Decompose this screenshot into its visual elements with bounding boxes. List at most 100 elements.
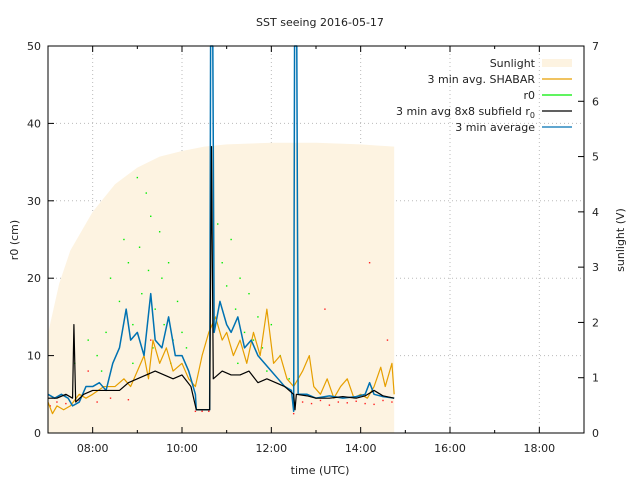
- x-tick-label: 18:00: [523, 442, 555, 455]
- raw-point: [382, 399, 384, 402]
- r0-point: [96, 354, 98, 357]
- raw-point: [364, 402, 366, 405]
- r0-point: [154, 308, 156, 310]
- raw-point: [109, 397, 112, 399]
- y2-tick-label: 3: [592, 261, 599, 274]
- subfield-r0-line: [48, 146, 395, 411]
- raw-point: [310, 402, 313, 405]
- r0-point: [181, 331, 183, 334]
- raw-point: [127, 399, 130, 401]
- raw-point: [49, 405, 51, 407]
- r0-point: [217, 223, 219, 225]
- y-tick-label: 30: [27, 195, 41, 208]
- r0-point: [87, 339, 89, 341]
- legend-label: 3 min avg 8x8 subfield r0: [396, 105, 535, 120]
- raw-point: [391, 401, 393, 403]
- y2-tick-label: 7: [592, 40, 599, 53]
- r0-point: [270, 323, 273, 326]
- r0-point: [150, 215, 152, 217]
- raw-point: [328, 404, 331, 406]
- raw-point: [337, 401, 340, 403]
- r0-point: [141, 292, 143, 295]
- chart-title: SST seeing 2016-05-17: [256, 16, 384, 29]
- raw-point: [386, 339, 389, 341]
- r0-point: [123, 238, 125, 241]
- r0-point: [252, 339, 255, 341]
- r0-point: [234, 308, 237, 310]
- raw-point: [65, 402, 67, 405]
- y2-tick-label: 5: [592, 151, 599, 164]
- r0-point: [152, 347, 154, 349]
- r0-point: [221, 262, 223, 264]
- x-tick-label: 12:00: [255, 442, 287, 455]
- axis-ticks: 08:00 10:00 12:00 14:00 16:00 18:000102030405…: [27, 40, 599, 455]
- y2-tick-label: 1: [592, 372, 599, 385]
- r0-point: [176, 300, 179, 303]
- legend-label: r0: [523, 89, 535, 102]
- x-axis-label: time (UTC): [291, 464, 350, 477]
- legend-swatch: [542, 59, 572, 67]
- r0-point: [225, 285, 228, 287]
- x-tick-label: 08:00: [77, 442, 109, 455]
- x-tick-label: 16:00: [434, 442, 466, 455]
- legend-subscript: 0: [530, 111, 535, 120]
- r0-point: [138, 246, 141, 248]
- raw-point: [301, 401, 304, 403]
- r0-point: [167, 262, 170, 264]
- y2-tick-label: 6: [592, 95, 599, 108]
- r0-point: [261, 347, 264, 349]
- r0-point: [248, 292, 250, 295]
- x-tick-label: 14:00: [345, 442, 377, 455]
- r0-point: [158, 231, 161, 233]
- raw-point: [324, 308, 326, 310]
- r0-point: [243, 331, 246, 334]
- r0-point: [100, 370, 103, 372]
- r0-point: [136, 176, 139, 179]
- y-tick-label: 50: [27, 40, 41, 53]
- raw-point: [373, 403, 375, 406]
- raw-point: [87, 370, 89, 372]
- raw-point: [150, 339, 152, 341]
- y-tick-label: 10: [27, 350, 41, 363]
- legend: Sunlight 3 min avg. SHABAR r0 3 min avg 8x8…: [396, 57, 572, 134]
- r0-point: [145, 192, 147, 194]
- y-tick-label: 20: [27, 272, 41, 285]
- raw-point: [319, 399, 322, 402]
- r0-point: [147, 269, 150, 272]
- x-tick-label: 10:00: [166, 442, 198, 455]
- r0-point: [161, 277, 163, 279]
- r0-point: [132, 362, 134, 365]
- r0-point: [185, 347, 188, 349]
- legend-label: 3 min average: [455, 121, 535, 134]
- r0-point: [105, 331, 107, 334]
- r0-point: [230, 238, 232, 241]
- r0-point: [288, 378, 290, 380]
- y-axis-label: r0 (cm): [8, 220, 21, 260]
- r0-point: [127, 262, 130, 264]
- r0-point: [109, 277, 112, 279]
- r0-point: [163, 323, 165, 326]
- raw-point: [355, 400, 357, 402]
- y2-axis-label: sunlight (V): [614, 208, 627, 272]
- raw-point: [56, 401, 58, 403]
- y-tick-label: 0: [34, 427, 41, 440]
- shabar-line: [47, 308, 395, 415]
- r0-point: [266, 370, 268, 372]
- y2-tick-label: 4: [592, 206, 599, 219]
- legend-label: Sunlight: [490, 57, 536, 70]
- r0-point: [132, 323, 134, 326]
- r0-point: [237, 362, 239, 365]
- r0-point: [257, 316, 259, 318]
- y2-tick-label: 0: [592, 427, 599, 440]
- raw-point: [194, 410, 197, 413]
- raw-point: [346, 402, 348, 404]
- r0-point: [239, 277, 241, 279]
- raw-point: [201, 410, 203, 413]
- r0-point: [118, 300, 121, 303]
- raw-point: [208, 410, 210, 413]
- raw-point: [96, 401, 98, 403]
- y-tick-label: 40: [27, 117, 41, 130]
- y2-tick-label: 2: [592, 316, 599, 329]
- raw-point: [368, 262, 371, 264]
